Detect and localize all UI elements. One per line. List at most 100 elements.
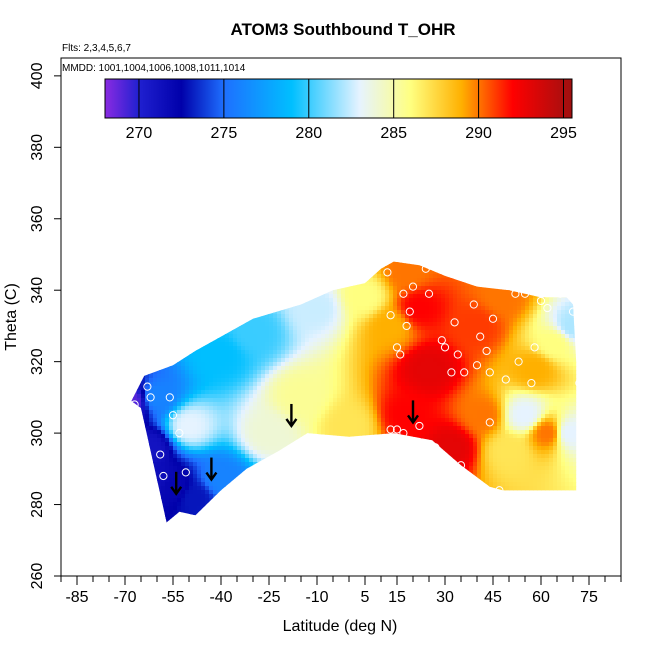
heatmap-cell	[189, 498, 194, 503]
heatmap-cell	[85, 362, 90, 367]
heatmap-cell	[69, 426, 74, 431]
heatmap-cell	[197, 562, 202, 567]
heatmap-cell	[105, 430, 110, 435]
heatmap-cell	[73, 122, 78, 127]
heatmap-cell	[185, 386, 190, 391]
heatmap-cell	[189, 134, 194, 139]
heatmap-cell	[113, 190, 118, 195]
heatmap-cell	[121, 486, 126, 491]
heatmap-cell	[153, 162, 158, 167]
heatmap-cell	[169, 366, 174, 371]
heatmap-cell	[69, 318, 74, 323]
heatmap-cell	[93, 294, 98, 299]
heatmap-cell	[81, 182, 86, 187]
heatmap-cell	[133, 522, 138, 523]
heatmap-cell	[153, 158, 158, 163]
heatmap-cell	[65, 562, 70, 567]
heatmap-cell	[209, 222, 214, 227]
heatmap-cell	[65, 338, 70, 343]
heatmap-cell	[73, 426, 78, 431]
heatmap-cell	[117, 382, 122, 387]
heatmap-cell	[189, 158, 194, 163]
heatmap-cell	[85, 366, 90, 371]
heatmap-cell	[201, 266, 206, 271]
heatmap-cell	[189, 290, 194, 295]
heatmap-cell	[141, 362, 146, 367]
heatmap-cell	[97, 490, 102, 495]
heatmap-cell	[97, 118, 102, 123]
heatmap-cell	[93, 546, 98, 551]
heatmap-cell	[105, 334, 110, 339]
heatmap-cell	[97, 274, 102, 279]
heatmap-cell	[65, 118, 70, 123]
heatmap-cell	[101, 338, 106, 343]
heatmap-cell	[85, 478, 90, 483]
heatmap-cell	[141, 566, 146, 571]
heatmap-cell	[201, 326, 206, 331]
heatmap-cell	[161, 362, 166, 367]
heatmap-cell	[157, 290, 162, 295]
heatmap-cell	[165, 422, 170, 427]
heatmap-cell	[65, 302, 70, 307]
heatmap-cell	[149, 498, 154, 503]
heatmap-cell	[113, 302, 118, 307]
heatmap-cell	[133, 238, 138, 243]
heatmap-cell	[197, 58, 202, 63]
heatmap-cell	[131, 302, 134, 307]
heatmap-cell	[149, 530, 154, 535]
heatmap-cell	[77, 218, 82, 223]
heatmap-cell	[113, 230, 118, 235]
heatmap-cell	[109, 194, 114, 199]
heatmap-cell	[133, 174, 138, 179]
heatmap-cell	[125, 154, 130, 159]
heatmap-cell	[157, 402, 162, 407]
heatmap-cell	[73, 230, 78, 235]
heatmap-cell	[173, 202, 178, 207]
heatmap-cell	[185, 398, 190, 403]
heatmap-cell	[81, 322, 86, 327]
heatmap-cell	[169, 126, 174, 131]
heatmap-cell	[93, 318, 98, 323]
heatmap-cell	[77, 230, 82, 235]
heatmap-cell	[209, 261, 214, 263]
heatmap-cell	[129, 534, 134, 539]
heatmap-cell	[85, 182, 90, 187]
heatmap-cell	[177, 298, 182, 303]
heatmap-cell	[189, 550, 194, 555]
heatmap-cell	[133, 422, 138, 427]
heatmap-cell	[161, 494, 166, 499]
heatmap-cell	[65, 390, 70, 395]
heatmap-cell	[69, 338, 74, 343]
heatmap-cell	[97, 266, 102, 271]
heatmap-cell	[81, 382, 86, 387]
heatmap-cell	[77, 458, 82, 463]
heatmap-cell	[93, 150, 98, 155]
heatmap-cell	[193, 566, 198, 571]
heatmap-cell	[105, 566, 110, 571]
heatmap-cell	[131, 326, 134, 331]
heatmap-cell	[165, 122, 170, 127]
heatmap-cell	[105, 426, 110, 431]
heatmap-cell	[73, 186, 78, 191]
heatmap-cell	[141, 198, 146, 203]
heatmap-cell	[121, 322, 126, 327]
heatmap-cell	[189, 234, 194, 239]
heatmap-cell	[197, 514, 202, 519]
heatmap-cell	[81, 218, 86, 223]
heatmap-cell	[81, 226, 86, 231]
heatmap-cell	[61, 274, 66, 279]
heatmap-cell	[141, 298, 146, 303]
heatmap-cell	[173, 498, 178, 503]
heatmap-cell	[161, 502, 166, 507]
heatmap-cell	[113, 214, 118, 219]
heatmap-cell	[181, 134, 186, 139]
heatmap-cell	[117, 378, 122, 383]
heatmap-cell	[129, 146, 134, 151]
heatmap-cell	[121, 446, 126, 451]
heatmap-cell	[149, 378, 154, 383]
heatmap-cell	[173, 190, 178, 195]
heatmap-cell	[105, 490, 110, 495]
heatmap-cell	[77, 542, 82, 547]
heatmap-cell	[145, 282, 150, 287]
heatmap-cell	[93, 422, 98, 427]
